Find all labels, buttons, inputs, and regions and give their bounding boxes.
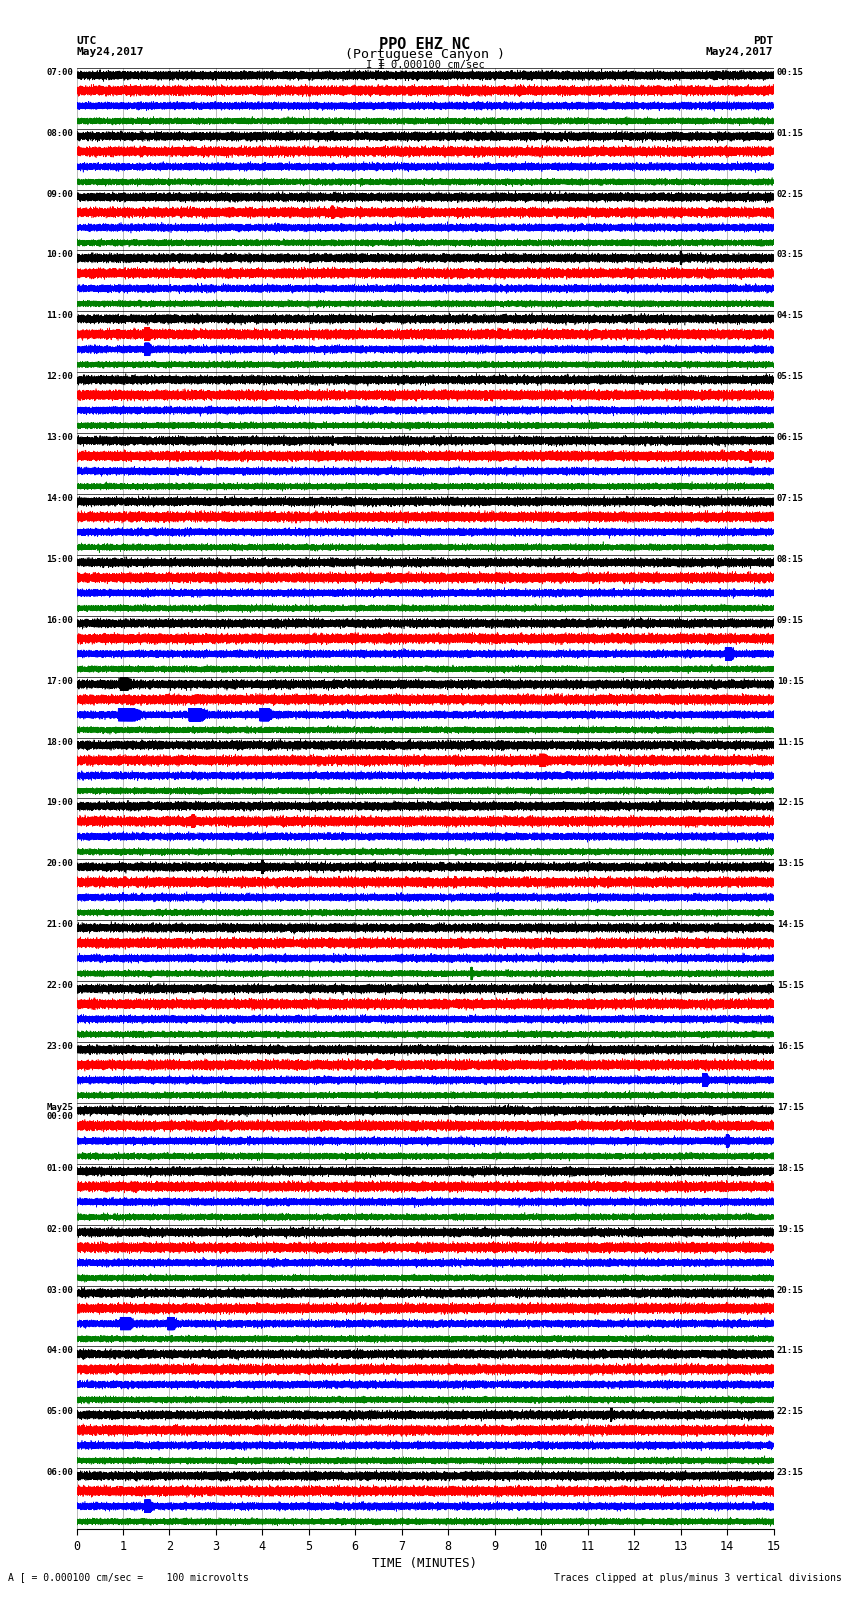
Text: 00:00: 00:00 <box>46 1111 73 1121</box>
Text: 15:15: 15:15 <box>777 981 804 990</box>
Text: 21:00: 21:00 <box>46 919 73 929</box>
Text: 17:00: 17:00 <box>46 677 73 686</box>
Text: (Portuguese Canyon ): (Portuguese Canyon ) <box>345 48 505 61</box>
Text: 10:15: 10:15 <box>777 677 804 686</box>
Text: 13:00: 13:00 <box>46 434 73 442</box>
Text: 09:00: 09:00 <box>46 190 73 198</box>
Text: 12:15: 12:15 <box>777 798 804 808</box>
Text: 20:00: 20:00 <box>46 860 73 868</box>
Text: Traces clipped at plus/minus 3 vertical divisions: Traces clipped at plus/minus 3 vertical … <box>553 1573 842 1582</box>
Text: 05:15: 05:15 <box>777 373 804 381</box>
Text: 06:00: 06:00 <box>46 1468 73 1478</box>
Text: May25: May25 <box>46 1103 73 1111</box>
Text: 09:15: 09:15 <box>777 616 804 624</box>
Text: I: I <box>377 58 385 71</box>
Text: 08:15: 08:15 <box>777 555 804 565</box>
Text: 20:15: 20:15 <box>777 1286 804 1295</box>
Text: 04:15: 04:15 <box>777 311 804 321</box>
Text: 17:15: 17:15 <box>777 1103 804 1111</box>
Text: 19:15: 19:15 <box>777 1224 804 1234</box>
X-axis label: TIME (MINUTES): TIME (MINUTES) <box>372 1557 478 1569</box>
Text: 11:00: 11:00 <box>46 311 73 321</box>
Text: 14:00: 14:00 <box>46 494 73 503</box>
Text: 16:00: 16:00 <box>46 616 73 624</box>
Text: 10:00: 10:00 <box>46 250 73 260</box>
Text: 22:15: 22:15 <box>777 1407 804 1416</box>
Text: May24,2017: May24,2017 <box>76 47 144 56</box>
Text: 14:15: 14:15 <box>777 919 804 929</box>
Text: 15:00: 15:00 <box>46 555 73 565</box>
Text: UTC: UTC <box>76 35 97 47</box>
Text: 18:00: 18:00 <box>46 737 73 747</box>
Text: 04:00: 04:00 <box>46 1347 73 1355</box>
Text: 19:00: 19:00 <box>46 798 73 808</box>
Text: 22:00: 22:00 <box>46 981 73 990</box>
Text: 02:00: 02:00 <box>46 1224 73 1234</box>
Text: 12:00: 12:00 <box>46 373 73 381</box>
Text: PDT: PDT <box>753 35 774 47</box>
Text: PPO EHZ NC: PPO EHZ NC <box>379 37 471 52</box>
Text: 16:15: 16:15 <box>777 1042 804 1052</box>
Text: 18:15: 18:15 <box>777 1165 804 1173</box>
Text: 07:15: 07:15 <box>777 494 804 503</box>
Text: May24,2017: May24,2017 <box>706 47 774 56</box>
Text: 05:00: 05:00 <box>46 1407 73 1416</box>
Text: 23:00: 23:00 <box>46 1042 73 1052</box>
Text: 01:00: 01:00 <box>46 1165 73 1173</box>
Text: 08:00: 08:00 <box>46 129 73 137</box>
Text: 13:15: 13:15 <box>777 860 804 868</box>
Text: A [ = 0.000100 cm/sec =    100 microvolts: A [ = 0.000100 cm/sec = 100 microvolts <box>8 1573 249 1582</box>
Text: 03:00: 03:00 <box>46 1286 73 1295</box>
Text: 21:15: 21:15 <box>777 1347 804 1355</box>
Text: 07:00: 07:00 <box>46 68 73 77</box>
Text: 00:15: 00:15 <box>777 68 804 77</box>
Text: 06:15: 06:15 <box>777 434 804 442</box>
Text: 02:15: 02:15 <box>777 190 804 198</box>
Text: I = 0.000100 cm/sec: I = 0.000100 cm/sec <box>366 60 484 69</box>
Text: 23:15: 23:15 <box>777 1468 804 1478</box>
Text: 03:15: 03:15 <box>777 250 804 260</box>
Text: 01:15: 01:15 <box>777 129 804 137</box>
Text: 11:15: 11:15 <box>777 737 804 747</box>
